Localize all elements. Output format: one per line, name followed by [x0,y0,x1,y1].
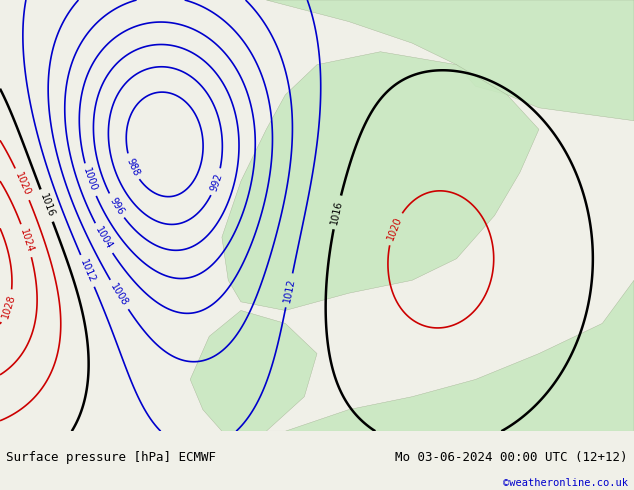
Text: 1016: 1016 [37,193,56,219]
Text: Surface pressure [hPa] ECMWF: Surface pressure [hPa] ECMWF [6,451,216,464]
Text: 1028: 1028 [0,293,17,319]
Text: 1004: 1004 [93,225,114,251]
Text: 1012: 1012 [78,258,97,284]
Text: 988: 988 [124,156,141,177]
Polygon shape [222,280,634,431]
Text: 996: 996 [107,196,126,216]
Text: Mo 03-06-2024 00:00 UTC (12+12): Mo 03-06-2024 00:00 UTC (12+12) [395,451,628,464]
Text: 992: 992 [209,172,224,193]
Polygon shape [190,311,317,431]
Text: 1024: 1024 [18,227,35,254]
Text: 1008: 1008 [108,282,130,308]
Polygon shape [266,0,634,121]
Text: 1000: 1000 [81,167,99,193]
Text: 1020: 1020 [385,216,403,242]
Polygon shape [222,52,539,311]
Text: 1012: 1012 [282,277,297,303]
Text: 1016: 1016 [330,199,345,225]
Text: 1020: 1020 [13,171,32,197]
Text: ©weatheronline.co.uk: ©weatheronline.co.uk [503,478,628,488]
